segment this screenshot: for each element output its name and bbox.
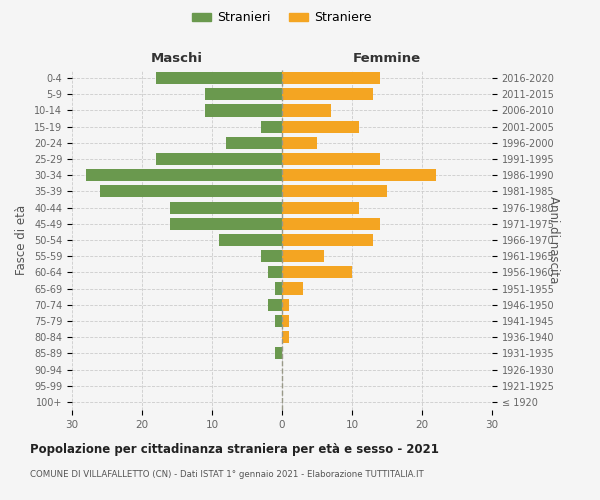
Bar [282,169,436,181]
Bar [282,72,380,84]
Bar [282,202,359,213]
Bar [226,137,282,149]
Bar [282,282,303,294]
Bar [282,298,289,311]
Legend: Stranieri, Straniere: Stranieri, Straniere [192,11,372,24]
Bar [282,120,359,132]
Bar [282,153,380,165]
Text: Maschi: Maschi [151,52,203,65]
Bar [282,104,331,117]
Bar [156,72,282,84]
Bar [170,202,282,213]
Bar [282,234,373,246]
Bar [282,250,324,262]
Bar [282,137,317,149]
Y-axis label: Anni di nascita: Anni di nascita [547,196,560,284]
Bar [275,315,282,327]
Bar [261,250,282,262]
Text: Femmine: Femmine [353,52,421,65]
Bar [275,348,282,360]
Text: Popolazione per cittadinanza straniera per età e sesso - 2021: Popolazione per cittadinanza straniera p… [30,442,439,456]
Bar [156,153,282,165]
Bar [261,120,282,132]
Bar [170,218,282,230]
Text: COMUNE DI VILLAFALLETTO (CN) - Dati ISTAT 1° gennaio 2021 - Elaborazione TUTTITA: COMUNE DI VILLAFALLETTO (CN) - Dati ISTA… [30,470,424,479]
Y-axis label: Fasce di età: Fasce di età [16,205,28,275]
Bar [282,218,380,230]
Bar [282,88,373,101]
Bar [268,266,282,278]
Bar [282,186,387,198]
Bar [100,186,282,198]
Bar [282,266,352,278]
Bar [282,315,289,327]
Bar [205,104,282,117]
Bar [205,88,282,101]
Bar [275,282,282,294]
Bar [268,298,282,311]
Bar [219,234,282,246]
Bar [282,331,289,343]
Bar [86,169,282,181]
